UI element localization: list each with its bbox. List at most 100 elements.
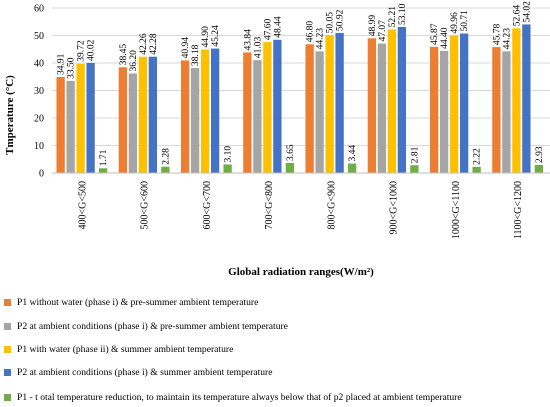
bar [387, 29, 397, 173]
legend-swatch [4, 345, 11, 353]
data-label: 42.26 [139, 33, 149, 55]
data-label: 43.84 [243, 29, 253, 51]
x-tick-label: 900<G<1000 [389, 181, 400, 235]
legend-item: P1 without water (phase i) & pre-summer … [4, 295, 258, 309]
bar [429, 46, 439, 173]
data-label: 36.20 [129, 50, 139, 72]
data-label: 44.40 [440, 27, 450, 49]
bar [66, 80, 75, 173]
bar [325, 35, 334, 173]
data-label: 41.03 [253, 37, 263, 59]
bar [161, 166, 170, 173]
bar [534, 164, 544, 173]
bar [285, 162, 295, 173]
bar [138, 56, 148, 173]
data-label: 40.02 [87, 39, 97, 61]
data-label: 44.90 [201, 26, 211, 48]
x-axis-title: Global radiation ranges(W/m²) [228, 266, 374, 278]
legend-label: P1 without water (phase i) & pre-summer … [17, 296, 259, 308]
bar [459, 33, 469, 173]
data-label: 39.72 [77, 40, 87, 62]
bar [315, 51, 324, 173]
data-label: 54.02 [522, 1, 532, 23]
bar [200, 49, 210, 173]
x-tick-label: 800<G<900 [326, 181, 337, 230]
data-label: 50.05 [326, 12, 336, 34]
bar [439, 50, 449, 173]
data-label: 3.65 [286, 144, 296, 161]
data-label: 2.81 [410, 146, 420, 163]
data-label: 45.24 [211, 25, 221, 47]
data-label: 42.28 [149, 33, 159, 55]
bar [263, 42, 272, 173]
legend-label: P1 - t otal temperature reduction, to ma… [17, 391, 462, 403]
data-label: 34.91 [57, 53, 67, 75]
bar [76, 63, 85, 173]
bar [243, 52, 252, 173]
bar [335, 32, 344, 173]
data-label: 2.22 [473, 148, 483, 165]
data-label: 2.28 [161, 148, 171, 165]
data-label: 50.71 [460, 10, 470, 32]
x-tick-label: 500<G<600 [140, 181, 151, 230]
bars [56, 24, 544, 174]
data-label: 50.92 [336, 9, 346, 31]
bar [98, 168, 108, 173]
data-label: 40.94 [181, 37, 191, 59]
bar [223, 164, 232, 173]
y-tick-label: 0 [39, 169, 44, 180]
bar [56, 76, 65, 173]
y-tick-label: 10 [34, 141, 44, 152]
legend-swatch [4, 322, 11, 330]
y-axis: 0 10 20 30 40 50 60 [34, 4, 44, 180]
bar [210, 48, 220, 174]
y-tick-label: 60 [34, 4, 44, 15]
data-label: 44.23 [502, 28, 512, 50]
data-label: 49.96 [450, 12, 460, 34]
x-tick-label: 600<G<700 [202, 181, 213, 230]
legend-item: P2 at ambient conditions (phase i) & pre… [4, 319, 288, 333]
bar [492, 47, 501, 174]
data-label: 46.80 [306, 21, 316, 43]
bar [305, 44, 314, 173]
legend-item: P1 with water (phase ii) & summer ambien… [4, 342, 233, 356]
x-tick-label: 1100<G<1200 [513, 181, 524, 239]
data-label: 45.78 [492, 23, 502, 45]
legend-item: P2 at ambient conditions (phase i) & sum… [4, 365, 273, 379]
x-tick-label: 700<G<800 [264, 181, 275, 230]
data-label: 2.93 [535, 146, 545, 163]
bar [148, 56, 158, 174]
x-tick-label: 400<G<500 [77, 181, 88, 230]
bar [180, 60, 190, 173]
data-label: 38.45 [119, 44, 129, 66]
legend-item: P1 - t otal temperature reduction, to ma… [4, 390, 462, 404]
bar [512, 28, 521, 173]
data-label: 48.44 [273, 16, 283, 38]
y-tick-label: 20 [34, 114, 44, 125]
data-label: 53.10 [398, 3, 408, 25]
bar [522, 24, 531, 173]
data-label: 48.99 [368, 15, 378, 37]
bar [86, 62, 95, 173]
y-axis-title: Tmperature (°C) [4, 75, 16, 155]
bar [410, 165, 419, 173]
x-tick-label: 1000<G<1100 [451, 181, 462, 239]
x-axis: 400<G<500 500<G<600 600<G<700 700<G<800 800<… [52, 172, 550, 239]
y-tick-label: 50 [34, 31, 44, 42]
bar [367, 38, 377, 174]
legend-label: P2 at ambient conditions (phase i) & sum… [17, 366, 273, 378]
data-label: 33.50 [67, 57, 77, 79]
bar [472, 166, 481, 173]
y-tick-label: 30 [34, 86, 44, 97]
data-label: 3.44 [348, 145, 358, 162]
data-label: 52.21 [388, 6, 398, 28]
legend-swatch [4, 368, 11, 376]
bar [253, 60, 262, 174]
data-label: 1.71 [99, 149, 109, 166]
legend-label: P1 with water (phase ii) & summer ambien… [17, 343, 234, 355]
bar [397, 26, 407, 173]
bar [190, 68, 200, 173]
bar [502, 51, 511, 173]
